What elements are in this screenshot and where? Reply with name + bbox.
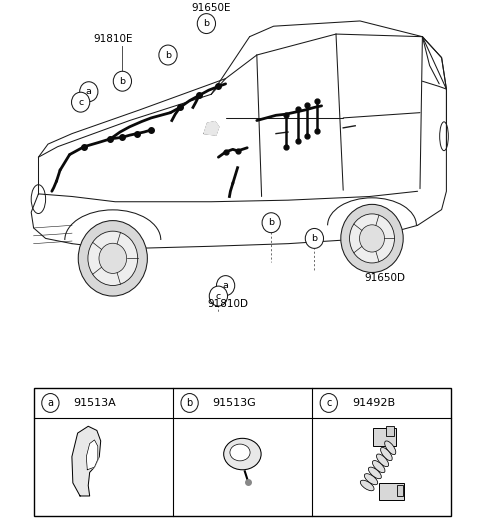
Circle shape [320,394,337,412]
Ellipse shape [376,454,389,467]
Polygon shape [72,427,101,496]
Text: b: b [268,218,274,227]
Circle shape [78,221,147,296]
Text: b: b [186,398,193,408]
Ellipse shape [372,461,385,473]
Circle shape [305,228,324,248]
Circle shape [181,394,198,412]
Text: a: a [48,398,53,408]
Ellipse shape [360,480,374,491]
Circle shape [209,286,228,306]
Text: 91810D: 91810D [207,299,249,309]
Circle shape [197,14,216,34]
Circle shape [42,394,59,412]
Circle shape [80,82,98,102]
Text: c: c [78,97,83,107]
Bar [397,485,403,496]
Bar [386,427,394,436]
Text: 91513A: 91513A [73,398,116,408]
Circle shape [262,213,280,233]
Circle shape [341,204,403,272]
Circle shape [72,92,90,112]
Text: b: b [312,234,317,243]
Ellipse shape [384,441,396,455]
Ellipse shape [369,467,381,479]
Circle shape [360,225,384,252]
Ellipse shape [230,444,250,461]
Text: c: c [326,398,332,408]
Ellipse shape [364,474,378,485]
Text: b: b [120,77,125,86]
Text: b: b [165,50,171,60]
Circle shape [88,231,138,286]
Ellipse shape [224,438,261,470]
Circle shape [216,276,235,296]
Circle shape [159,45,177,65]
Text: 91650E: 91650E [192,3,231,13]
Bar [373,428,396,446]
Circle shape [99,243,127,274]
Text: 91492B: 91492B [352,398,395,408]
Text: a: a [86,87,92,96]
Text: a: a [223,281,228,290]
Text: 91513G: 91513G [213,398,256,408]
Circle shape [349,214,395,263]
Bar [34,388,451,516]
Polygon shape [86,440,98,470]
Polygon shape [204,122,219,135]
Text: c: c [216,291,221,301]
Text: 91650D: 91650D [365,272,406,283]
Text: 91810E: 91810E [93,34,132,45]
Ellipse shape [381,447,392,461]
Circle shape [113,71,132,91]
Bar [379,483,404,500]
Text: b: b [204,19,209,28]
